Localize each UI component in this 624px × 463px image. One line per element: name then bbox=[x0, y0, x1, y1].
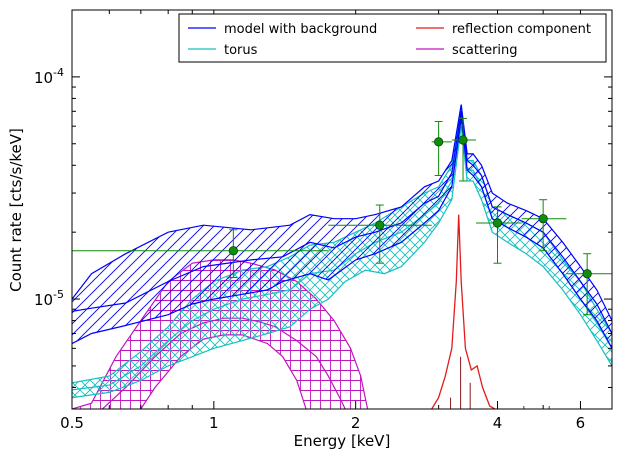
reflection-line bbox=[431, 214, 496, 409]
y-tick-base: 10 bbox=[34, 291, 53, 309]
data-marker bbox=[434, 137, 444, 147]
data-point-0 bbox=[72, 229, 329, 279]
legend-label-torus: torus bbox=[224, 43, 258, 58]
y-tick-label: 10-4 bbox=[34, 66, 64, 87]
y-tick-base: 10 bbox=[34, 69, 53, 87]
axes: 0.5 1 2 4 610-510-4 bbox=[34, 9, 613, 432]
data-point-2 bbox=[431, 120, 452, 176]
model-band-lower bbox=[72, 118, 612, 349]
torus-band-lower bbox=[72, 126, 612, 399]
legend-label-scattering: scattering bbox=[452, 43, 518, 58]
legend-label-model: model with background bbox=[224, 22, 377, 37]
model-median-line bbox=[72, 111, 612, 334]
data-point-3 bbox=[451, 117, 476, 182]
data-point-1 bbox=[328, 204, 432, 264]
data-point-5 bbox=[521, 199, 567, 252]
x-tick-label: 4 bbox=[493, 414, 503, 432]
x-tick-label: 1 bbox=[209, 414, 219, 432]
plot-frame bbox=[71, 9, 613, 410]
model-band-upper bbox=[72, 104, 612, 321]
plot-area bbox=[72, 104, 612, 409]
legend: model with background torus reflection c… bbox=[178, 13, 607, 63]
data-marker bbox=[228, 246, 238, 256]
y-tick-exponent: -5 bbox=[53, 288, 64, 301]
data-point-4 bbox=[475, 206, 522, 264]
y-tick-label: 10-5 bbox=[34, 288, 64, 309]
data-marker bbox=[492, 218, 503, 228]
data-marker bbox=[458, 135, 468, 145]
data-point-6 bbox=[566, 253, 612, 316]
y-axis-label: Count rate [cts/s/keV] bbox=[7, 128, 25, 292]
data-marker bbox=[538, 214, 548, 224]
data-marker bbox=[375, 220, 385, 230]
data-marker bbox=[582, 269, 592, 279]
x-tick-label: 2 bbox=[351, 414, 361, 432]
y-tick-exponent: -4 bbox=[53, 66, 64, 79]
x-tick-label: 0.5 bbox=[60, 414, 84, 432]
model-band-fill bbox=[72, 104, 612, 349]
x-tick-label: 6 bbox=[576, 414, 586, 432]
legend-label-reflection: reflection component bbox=[452, 22, 591, 37]
legend-frame bbox=[178, 13, 607, 63]
x-axis-label: Energy [keV] bbox=[294, 432, 391, 450]
